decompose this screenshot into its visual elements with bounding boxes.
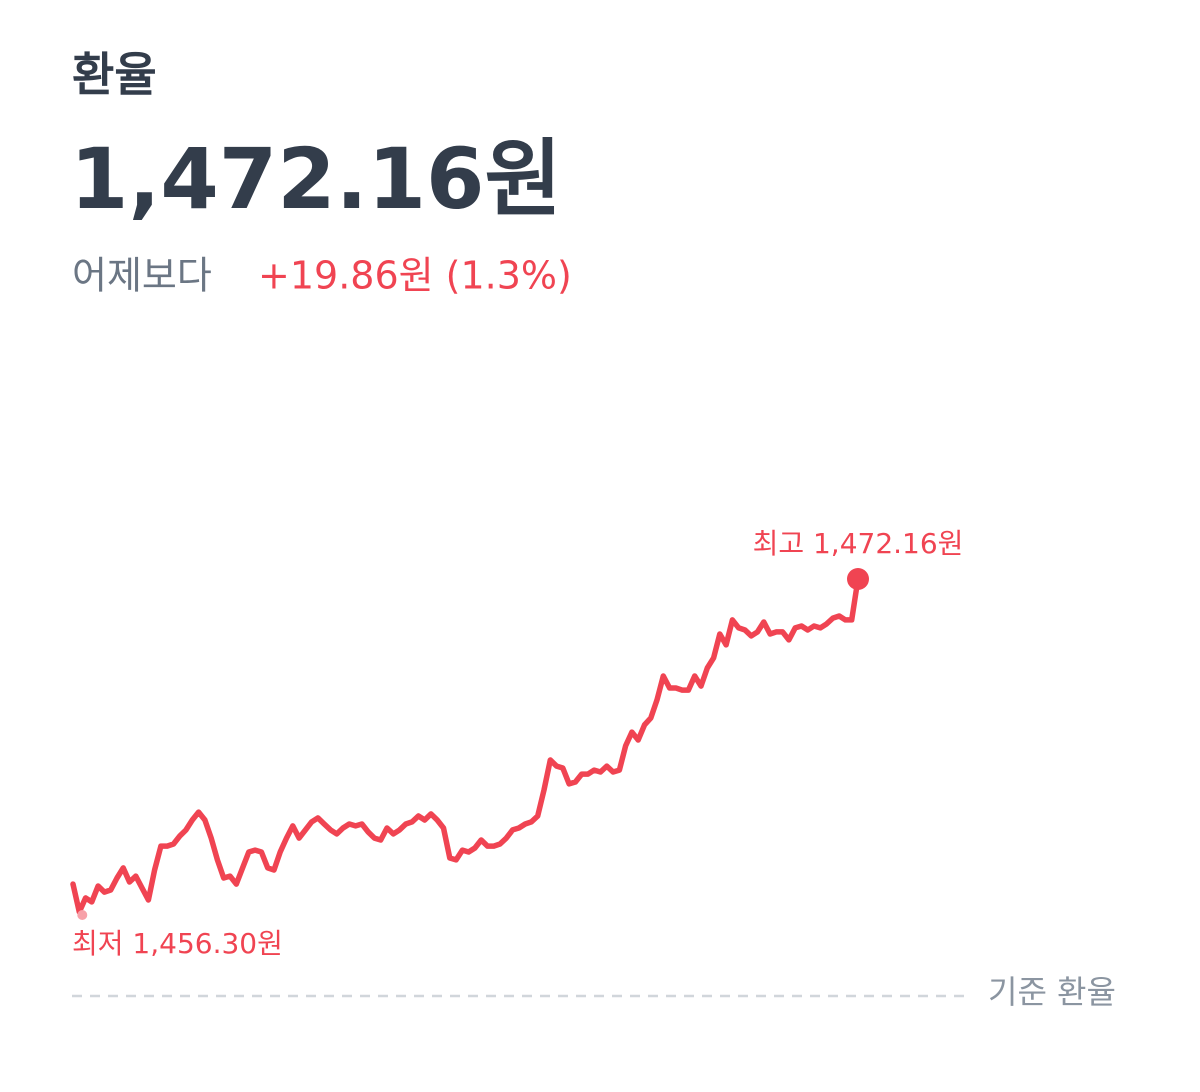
high-label: 최고 1,472.16원 (753, 527, 964, 560)
rate-line (70, 576, 861, 915)
low-point (77, 910, 88, 920)
price: 1,472.16원 (70, 130, 562, 228)
low-label: 최저 1,456.30원 (72, 927, 283, 960)
high-point (847, 568, 869, 590)
baseline-label: 기준 환율 (988, 973, 1116, 1011)
change-prefix: 어제보다 (72, 254, 212, 298)
title: 환율 (72, 48, 157, 102)
change: +19.86원 (1.3%) (258, 254, 572, 298)
